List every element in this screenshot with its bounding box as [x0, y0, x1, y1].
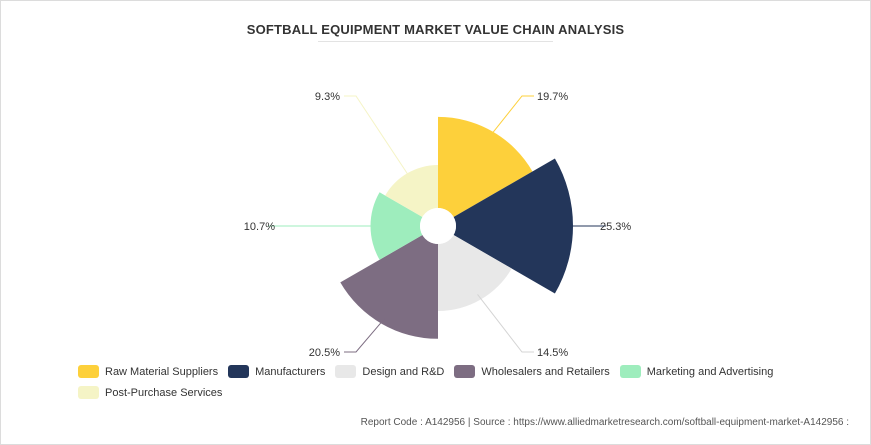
legend-label: Design and R&D	[362, 365, 445, 378]
data-label-post-purchase-services: 9.3%	[315, 91, 340, 103]
chart-title: SOFTBALL EQUIPMENT MARKET VALUE CHAIN AN…	[246, 22, 625, 37]
chart-legend: Raw Material Suppliers Manufacturers Des…	[78, 364, 838, 400]
title-divider	[318, 41, 553, 42]
data-label-design-and-rd: 14.5%	[537, 347, 568, 359]
center-hole	[420, 208, 456, 244]
leader-line-wholesalers-and-retailers	[344, 318, 385, 353]
data-label-manufacturers: 25.3%	[600, 221, 631, 233]
legend-swatch	[78, 365, 99, 378]
legend-label: Raw Material Suppliers	[105, 365, 219, 378]
data-label-raw-material-suppliers: 19.7%	[537, 91, 568, 103]
rose-slice-post-purchase-services[interactable]	[385, 164, 438, 217]
rose-slice-raw-material-suppliers[interactable]	[438, 116, 533, 217]
rose-slice-design-and-rd[interactable]	[438, 235, 512, 312]
legend-swatch	[454, 365, 476, 378]
legend-label: Wholesalers and Retailers	[481, 365, 610, 378]
legend-item-design-and-rd[interactable]: Design and R&D	[335, 364, 444, 379]
legend-item-wholesalers-and-retailers[interactable]: Wholesalers and Retailers	[454, 364, 610, 379]
legend-swatch	[335, 365, 357, 378]
source-citation: Report Code : A142956 | Source : https:/…	[360, 417, 849, 428]
legend-label: Manufacturers	[255, 365, 326, 378]
rose-slice-wholesalers-and-retailers[interactable]	[340, 235, 438, 339]
leader-line-design-and-rd	[477, 294, 534, 353]
legend-item-manufacturers[interactable]: Manufacturers	[228, 364, 325, 379]
data-label-marketing-and-advertising: 10.7%	[244, 221, 275, 233]
leader-line-post-purchase-services	[344, 95, 411, 179]
leader-line-raw-material-suppliers	[489, 95, 534, 138]
legend-item-marketing-and-advertising[interactable]: Marketing and Advertising	[619, 364, 774, 379]
legend-swatch	[78, 386, 99, 399]
legend-label: Post-Purchase Services	[105, 386, 223, 399]
legend-label: Marketing and Advertising	[646, 365, 774, 378]
legend-item-post-purchase-services[interactable]: Post-Purchase Services	[78, 385, 222, 400]
rose-slice-marketing-and-advertising[interactable]	[370, 192, 423, 260]
legend-swatch	[619, 365, 641, 378]
data-label-wholesalers-and-retailers: 20.5%	[309, 347, 340, 359]
legend-swatch	[228, 365, 250, 378]
legend-item-raw-material-suppliers[interactable]: Raw Material Suppliers	[78, 364, 218, 379]
rose-slice-manufacturers[interactable]	[453, 158, 573, 294]
